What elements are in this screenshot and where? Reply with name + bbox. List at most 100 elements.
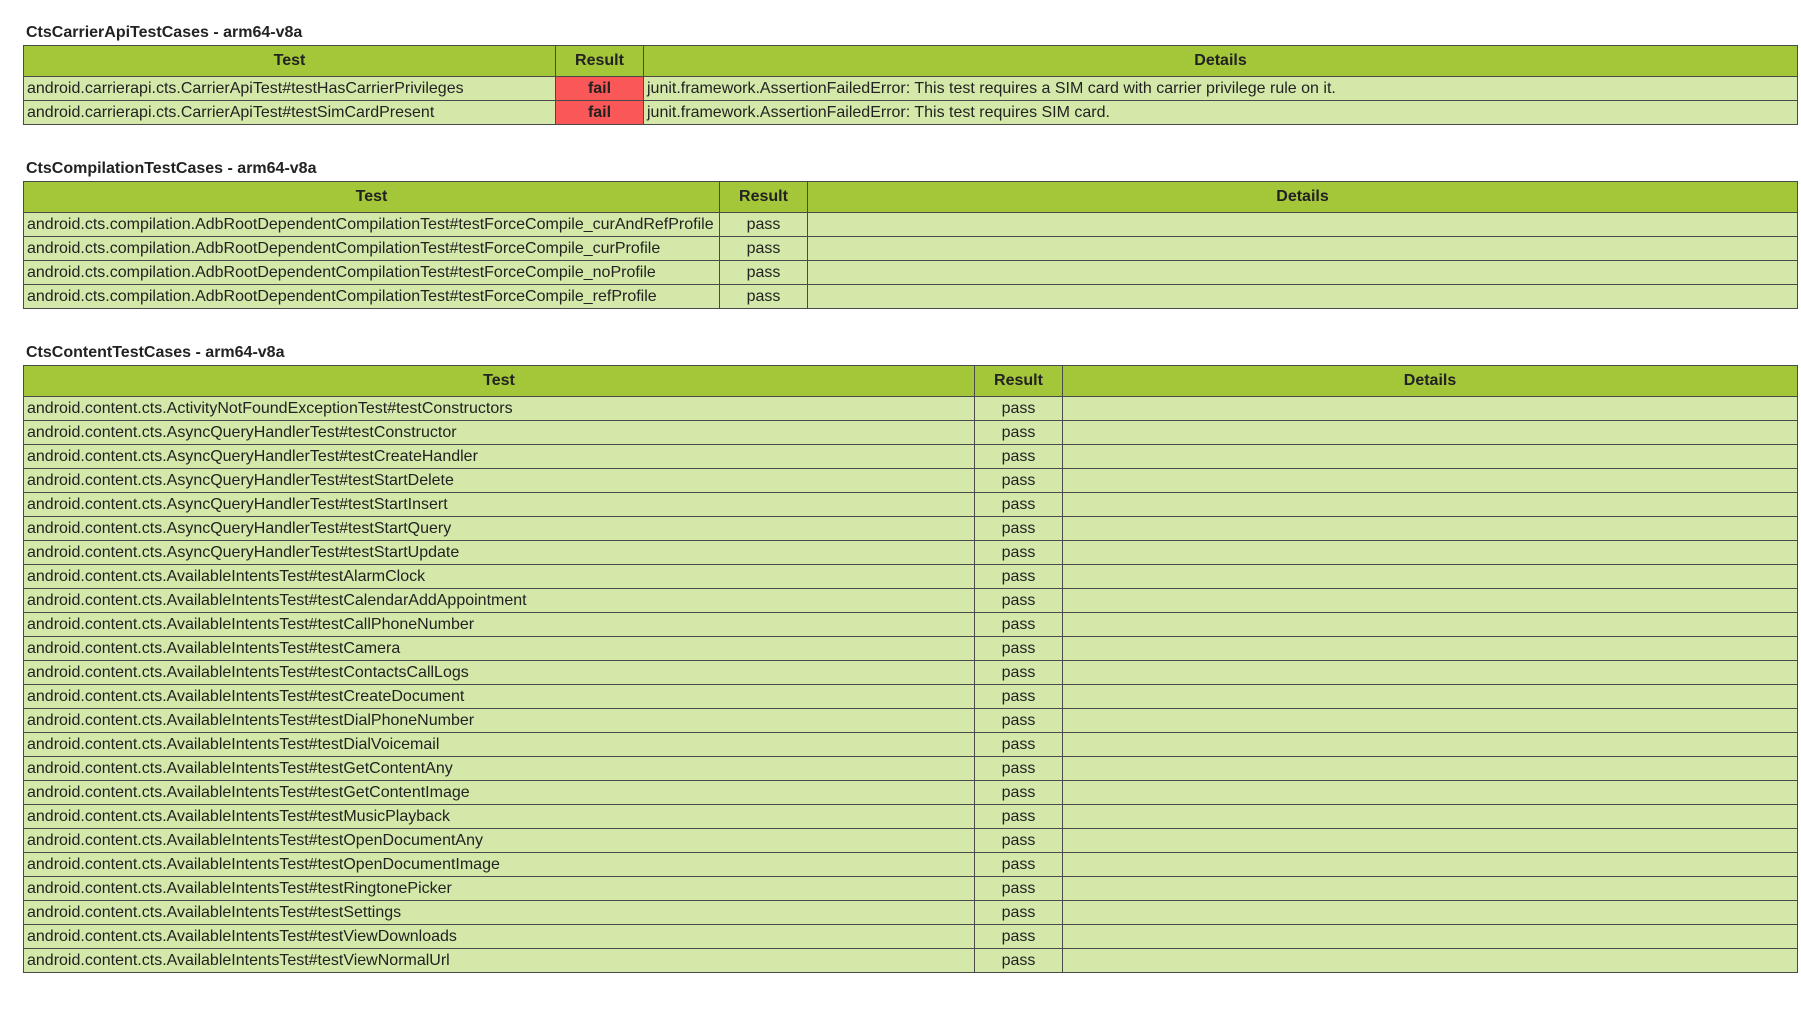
result-row: android.content.cts.AsyncQueryHandlerTes… [23,444,1798,469]
result-row: android.content.cts.AvailableIntentsTest… [23,948,1798,973]
test-result: pass [974,948,1063,973]
test-result: pass [974,876,1063,901]
result-row: android.carrierapi.cts.CarrierApiTest#te… [23,100,1798,125]
result-row: android.content.cts.ActivityNotFoundExce… [23,396,1798,421]
test-section: CtsContentTestCases - arm64-v8a Test Resul… [23,343,1798,973]
test-name: android.content.cts.AvailableIntentsTest… [23,636,975,661]
result-row: android.content.cts.AsyncQueryHandlerTes… [23,468,1798,493]
test-details [807,284,1798,309]
test-result: pass [974,540,1063,565]
test-name: android.content.cts.AsyncQueryHandlerTes… [23,468,975,493]
test-details [807,260,1798,285]
column-header: Result [974,365,1063,397]
test-result: fail [555,100,644,125]
section-title: CtsCompilationTestCases - arm64-v8a [26,160,317,177]
test-name: android.content.cts.AvailableIntentsTest… [23,684,975,709]
test-result: pass [719,212,808,237]
test-details [1062,708,1798,733]
test-name: android.content.cts.AvailableIntentsTest… [23,588,975,613]
section-title: CtsCarrierApiTestCases - arm64-v8a [26,24,303,41]
result-row: android.content.cts.AvailableIntentsTest… [23,780,1798,805]
test-result: pass [974,492,1063,517]
test-result: pass [974,636,1063,661]
test-name: android.content.cts.AsyncQueryHandlerTes… [23,444,975,469]
result-row: android.content.cts.AvailableIntentsTest… [23,804,1798,829]
test-name: android.content.cts.AvailableIntentsTest… [23,612,975,637]
result-row: android.content.cts.AvailableIntentsTest… [23,756,1798,781]
test-details [1062,492,1798,517]
result-row: android.content.cts.AvailableIntentsTest… [23,876,1798,901]
result-row: android.content.cts.AvailableIntentsTest… [23,588,1798,613]
test-name: android.content.cts.AsyncQueryHandlerTes… [23,516,975,541]
result-row: android.content.cts.AvailableIntentsTest… [23,660,1798,685]
test-name: android.content.cts.AsyncQueryHandlerTes… [23,492,975,517]
test-result: pass [974,588,1063,613]
test-result: fail [555,76,644,101]
test-result: pass [974,564,1063,589]
test-details [1062,852,1798,877]
column-header: Details [807,181,1798,213]
test-details [1062,756,1798,781]
test-result: pass [974,684,1063,709]
header-row: Test Result Details [23,365,1798,397]
results-table: Test Result Details android.carrierapi.cts.… [23,45,1798,125]
test-details [1062,612,1798,637]
test-details: junit.framework.AssertionFailedError: Th… [643,100,1798,125]
test-result: pass [974,732,1063,757]
test-name: android.content.cts.AvailableIntentsTest… [23,804,975,829]
test-name: android.cts.compilation.AdbRootDependent… [23,260,720,285]
test-result: pass [974,660,1063,685]
test-details [1062,468,1798,493]
section-title: CtsContentTestCases - arm64-v8a [26,344,285,361]
test-name: android.content.cts.AvailableIntentsTest… [23,828,975,853]
header-row: Test Result Details [23,45,1798,77]
test-name: android.content.cts.AvailableIntentsTest… [23,732,975,757]
test-name: android.content.cts.AvailableIntentsTest… [23,756,975,781]
result-row: android.content.cts.AvailableIntentsTest… [23,564,1798,589]
test-result: pass [974,780,1063,805]
results-table: Test Result Details android.content.cts.Act… [23,365,1798,973]
test-details [1062,900,1798,925]
test-name: android.content.cts.AvailableIntentsTest… [23,948,975,973]
test-details [807,212,1798,237]
test-result: pass [974,708,1063,733]
column-header: Result [555,45,644,77]
test-details [1062,948,1798,973]
test-result: pass [974,516,1063,541]
test-details [1062,516,1798,541]
result-row: android.content.cts.AvailableIntentsTest… [23,708,1798,733]
result-row: android.content.cts.AsyncQueryHandlerTes… [23,540,1798,565]
test-name: android.content.cts.AvailableIntentsTest… [23,900,975,925]
test-result: pass [974,804,1063,829]
test-name: android.content.cts.AvailableIntentsTest… [23,924,975,949]
test-details [1062,924,1798,949]
result-row: android.cts.compilation.AdbRootDependent… [23,284,1798,309]
test-details [1062,420,1798,445]
test-details [1062,636,1798,661]
test-result: pass [719,260,808,285]
column-header: Details [643,45,1798,77]
test-details [1062,396,1798,421]
test-name: android.content.cts.AsyncQueryHandlerTes… [23,420,975,445]
column-header: Details [1062,365,1798,397]
test-result: pass [974,756,1063,781]
column-header: Test [23,365,975,397]
test-details: junit.framework.AssertionFailedError: Th… [643,76,1798,101]
result-row: android.carrierapi.cts.CarrierApiTest#te… [23,76,1798,101]
test-details [1062,684,1798,709]
test-details [1062,660,1798,685]
test-name: android.cts.compilation.AdbRootDependent… [23,212,720,237]
result-row: android.content.cts.AvailableIntentsTest… [23,732,1798,757]
header-row: Test Result Details [23,181,1798,213]
test-details [807,236,1798,261]
result-row: android.content.cts.AvailableIntentsTest… [23,636,1798,661]
result-row: android.cts.compilation.AdbRootDependent… [23,236,1798,261]
test-details [1062,876,1798,901]
test-name: android.content.cts.AvailableIntentsTest… [23,780,975,805]
test-name: android.carrierapi.cts.CarrierApiTest#te… [23,76,556,101]
test-result: pass [974,444,1063,469]
test-result: pass [974,828,1063,853]
column-header: Result [719,181,808,213]
test-name: android.content.cts.AvailableIntentsTest… [23,852,975,877]
result-row: android.cts.compilation.AdbRootDependent… [23,260,1798,285]
